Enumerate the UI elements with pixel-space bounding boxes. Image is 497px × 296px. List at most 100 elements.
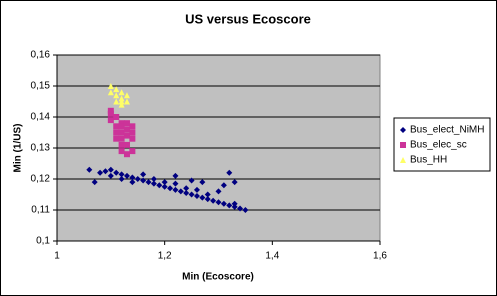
point	[134, 176, 141, 182]
legend-label: Bus_HH	[410, 155, 447, 166]
point	[107, 83, 114, 89]
point	[102, 168, 109, 175]
point	[118, 129, 125, 136]
legend-label: Bus_elect_NiMH	[410, 125, 484, 136]
point	[118, 176, 125, 182]
point	[188, 177, 195, 184]
point	[123, 151, 130, 158]
point	[231, 179, 238, 186]
legend-marker	[400, 157, 406, 163]
legend-box	[393, 117, 491, 172]
point	[188, 191, 195, 198]
point	[199, 194, 206, 201]
point	[113, 129, 120, 136]
point	[129, 174, 136, 181]
point	[242, 207, 249, 213]
point	[129, 179, 136, 186]
point	[193, 186, 200, 193]
point	[215, 188, 222, 195]
point	[118, 135, 125, 142]
point	[172, 180, 179, 187]
point	[156, 182, 163, 189]
x-tick-label: 1,2	[158, 251, 172, 262]
point	[123, 98, 130, 105]
point	[118, 171, 125, 178]
point	[91, 179, 98, 186]
point	[150, 180, 157, 187]
point	[123, 141, 130, 148]
point	[150, 176, 157, 182]
point	[107, 110, 114, 117]
y-tick-label: 0,15	[31, 81, 51, 92]
point	[107, 166, 114, 173]
point	[113, 92, 120, 99]
point	[129, 123, 136, 130]
y-axis-title: Min (1/US)	[13, 124, 24, 173]
point	[113, 135, 120, 142]
x-tick-label: 1,4	[265, 251, 279, 262]
legend-marker	[400, 142, 406, 148]
point	[167, 185, 174, 192]
legend-label: Bus_elec_sc	[410, 140, 467, 151]
point	[118, 101, 125, 108]
y-tick-label: 0,11	[31, 205, 50, 216]
y-tick-label: 0,16	[31, 50, 51, 61]
point	[118, 98, 125, 105]
point	[231, 203, 238, 210]
point	[107, 172, 114, 179]
point	[226, 202, 233, 209]
point	[204, 196, 211, 203]
y-tick-label: 0,13	[31, 143, 51, 154]
y-tick-label: 0,14	[31, 112, 51, 123]
chart-title: US versus Ecoscore	[185, 11, 311, 26]
point	[129, 135, 136, 142]
point	[129, 148, 136, 155]
point	[123, 172, 130, 179]
point	[118, 141, 125, 148]
point	[210, 197, 217, 204]
point	[113, 86, 120, 93]
point	[123, 92, 130, 99]
legend-marker	[400, 127, 406, 133]
point	[118, 89, 125, 96]
point	[220, 182, 227, 189]
point	[183, 185, 190, 192]
x-tick-label: 1,6	[373, 251, 387, 262]
point	[97, 169, 104, 176]
point	[140, 171, 147, 178]
point	[123, 120, 130, 127]
point	[113, 123, 120, 130]
point	[129, 129, 136, 136]
point	[161, 179, 168, 186]
x-axis-title: Min (Ecoscore)	[182, 272, 254, 283]
point	[199, 179, 206, 186]
y-tick-label: 0,12	[31, 174, 51, 185]
point	[118, 95, 125, 102]
point	[237, 205, 244, 212]
point	[123, 126, 130, 133]
point	[193, 193, 200, 200]
point	[123, 132, 130, 139]
point	[107, 117, 114, 124]
point	[118, 123, 125, 130]
point	[172, 186, 179, 193]
point	[220, 200, 227, 207]
point	[204, 191, 211, 198]
point	[161, 183, 168, 190]
point	[177, 188, 184, 195]
y-tick-label: 0,1	[36, 236, 50, 247]
x-tick-label: 1	[54, 251, 60, 262]
point	[215, 199, 222, 206]
point	[172, 172, 179, 179]
point	[145, 179, 152, 186]
point	[86, 166, 93, 173]
point	[226, 169, 233, 176]
point	[183, 189, 190, 196]
point	[140, 177, 147, 184]
point	[113, 169, 120, 176]
point	[118, 148, 125, 155]
point	[107, 89, 114, 96]
point	[113, 98, 120, 105]
point	[231, 200, 238, 207]
